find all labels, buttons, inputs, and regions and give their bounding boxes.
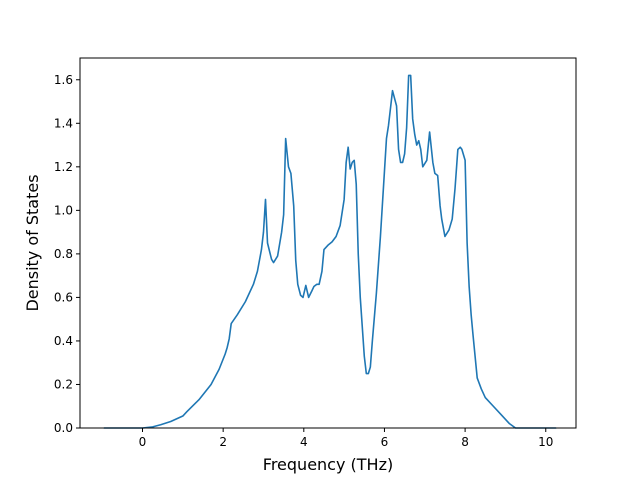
x-tick-label: 4 xyxy=(300,435,308,449)
x-axis-ticks: 0 2 4 6 8 10 xyxy=(139,428,553,449)
x-tick-label: 10 xyxy=(538,435,553,449)
plot-area xyxy=(103,74,557,429)
y-tick-label: 0.4 xyxy=(54,334,73,348)
y-tick-label: 0.0 xyxy=(54,421,73,435)
x-tick-label: 6 xyxy=(381,435,389,449)
x-axis-label: Frequency (THz) xyxy=(263,455,393,474)
x-tick-label: 0 xyxy=(139,435,147,449)
x-tick-label: 8 xyxy=(461,435,469,449)
y-tick-label: 0.8 xyxy=(54,247,73,261)
y-tick-label: 1.6 xyxy=(54,73,73,87)
y-tick-label: 0.6 xyxy=(54,290,73,304)
y-axis-label: Density of States xyxy=(23,174,42,311)
x-tick-label: 2 xyxy=(219,435,227,449)
y-tick-label: 1.4 xyxy=(54,116,73,130)
y-tick-label: 1.0 xyxy=(54,203,73,217)
y-tick-label: 1.2 xyxy=(54,160,73,174)
y-tick-label: 0.2 xyxy=(54,377,73,391)
dos-series-line xyxy=(103,74,557,429)
axes-frame xyxy=(79,57,577,429)
y-axis-ticks: 0.0 0.2 0.4 0.6 0.8 1.0 1.2 1.4 1.6 xyxy=(54,73,80,435)
